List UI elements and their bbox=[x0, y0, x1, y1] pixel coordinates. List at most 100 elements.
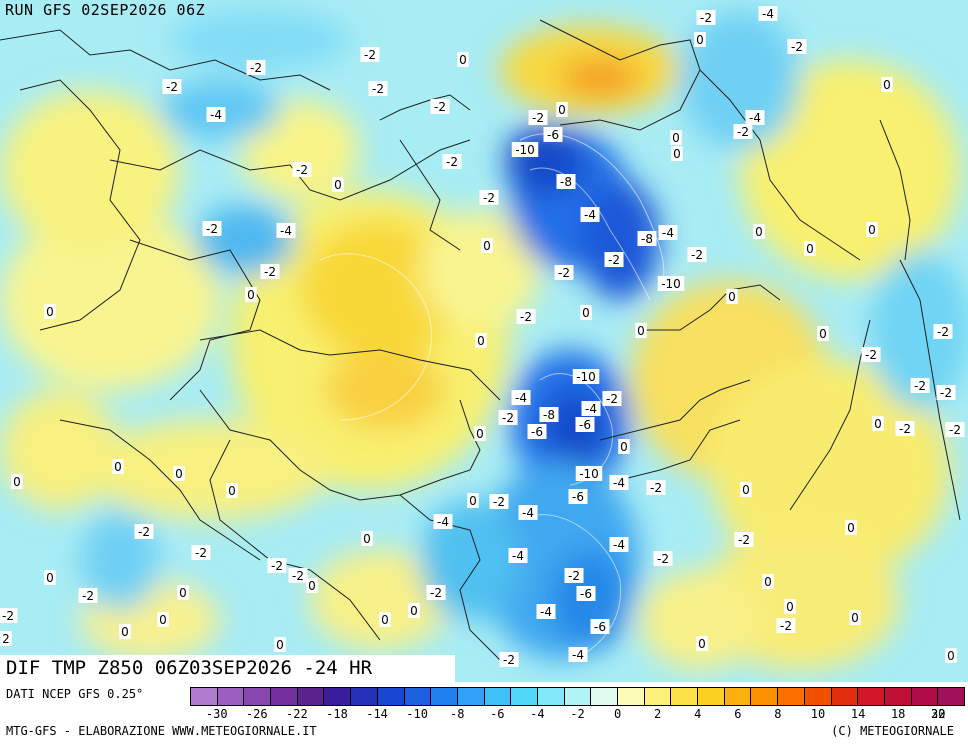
svg-text:-6: -6 bbox=[580, 587, 592, 601]
svg-text:0: 0 bbox=[114, 460, 122, 474]
legend-tick: -6 bbox=[490, 707, 505, 721]
map-svg: -2 -40 -2-2 0-2-2 -2 0-2 0-4 -2 -4-2-6 0-10 0-2-20… bbox=[0, 0, 968, 682]
contour-label: -2 bbox=[246, 60, 266, 75]
svg-text:-8: -8 bbox=[543, 408, 555, 422]
contour-label: 0 bbox=[44, 304, 56, 319]
svg-text:-2: -2 bbox=[206, 222, 218, 236]
svg-text:0: 0 bbox=[847, 521, 855, 535]
legend-tick: -14 bbox=[366, 707, 388, 721]
legend-swatch bbox=[271, 688, 298, 705]
svg-text:0: 0 bbox=[476, 427, 484, 441]
contour-label: 0 bbox=[817, 326, 829, 341]
legend-tick-labels: -30 -26 -22 -18 -14 -10 -8 -6 -4 -2 0 2 4 6 8 10 14 18 22 3… bbox=[190, 707, 965, 723]
legend-swatch bbox=[671, 688, 699, 705]
svg-text:-10: -10 bbox=[515, 143, 535, 157]
contour-label: 0 bbox=[670, 130, 682, 145]
svg-text:0: 0 bbox=[868, 223, 876, 237]
contour-label: 0 bbox=[845, 520, 857, 535]
contour-label: -2 bbox=[360, 47, 380, 62]
svg-text:0: 0 bbox=[698, 637, 706, 651]
contour-label: -6 bbox=[543, 127, 563, 142]
contour-label: 0 bbox=[618, 439, 630, 454]
contour-label: -2 bbox=[162, 79, 182, 94]
legend-swatch bbox=[884, 688, 912, 705]
contour-label: -2 bbox=[442, 154, 462, 169]
data-source-label: DATI NCEP GFS 0.25° bbox=[6, 687, 144, 701]
legend-tick: -8 bbox=[450, 707, 465, 721]
contour-label: 0 bbox=[408, 603, 420, 618]
svg-text:-2: -2 bbox=[737, 125, 749, 139]
contour-label: 0 bbox=[112, 459, 124, 474]
contour-label: 0 bbox=[274, 637, 286, 652]
svg-text:0: 0 bbox=[469, 494, 477, 508]
legend-swatch bbox=[404, 688, 432, 705]
svg-text:-2: -2 bbox=[446, 155, 458, 169]
legend-tick: -4 bbox=[530, 707, 545, 721]
contour-label: -2 bbox=[498, 410, 518, 425]
contour-label: -10 bbox=[657, 276, 685, 291]
legend-tick: 6 bbox=[734, 707, 742, 721]
svg-text:-8: -8 bbox=[560, 175, 572, 189]
contour-label: -4 bbox=[568, 647, 588, 662]
contour-label: -2 bbox=[564, 568, 584, 583]
svg-text:0: 0 bbox=[308, 579, 316, 593]
svg-text:-2: -2 bbox=[483, 191, 495, 205]
contour-label: -2 bbox=[696, 10, 716, 25]
svg-text:-4: -4 bbox=[613, 538, 625, 552]
legend-swatch bbox=[484, 688, 512, 705]
svg-text:-10: -10 bbox=[576, 370, 596, 384]
svg-text:-2: -2 bbox=[532, 111, 544, 125]
svg-text:-4: -4 bbox=[280, 224, 292, 238]
svg-text:-6: -6 bbox=[547, 128, 559, 142]
contour-label: 0 bbox=[872, 416, 884, 431]
svg-text:-2: -2 bbox=[195, 546, 207, 560]
contour-label: -2 bbox=[653, 551, 673, 566]
contour-label: -4 bbox=[433, 514, 453, 529]
contour-label: -2 bbox=[734, 532, 754, 547]
svg-text:-2: -2 bbox=[430, 586, 442, 600]
contour-label: -4 bbox=[581, 401, 601, 416]
legend-tick: -10 bbox=[406, 707, 428, 721]
svg-text:0: 0 bbox=[410, 604, 418, 618]
legend-tick: -26 bbox=[245, 707, 268, 721]
svg-text:-4: -4 bbox=[613, 476, 625, 490]
contour-label: -4 bbox=[206, 107, 226, 122]
svg-text:0: 0 bbox=[672, 131, 680, 145]
legend-tick: -30 bbox=[205, 707, 228, 721]
contour-label: 0 bbox=[332, 177, 344, 192]
svg-text:0: 0 bbox=[851, 611, 859, 625]
svg-text:-2: -2 bbox=[264, 265, 276, 279]
contour-label: 0 bbox=[481, 238, 493, 253]
svg-text:-2: -2 bbox=[166, 80, 178, 94]
contour-label: -2 bbox=[733, 124, 753, 139]
legend-swatch bbox=[698, 688, 725, 705]
legend-tick: 18 bbox=[890, 707, 906, 721]
svg-text:-10: -10 bbox=[661, 277, 681, 291]
svg-text:-2: -2 bbox=[914, 379, 926, 393]
credit-right: (C) METEOGIORNALE bbox=[831, 724, 954, 738]
svg-text:-4: -4 bbox=[512, 549, 524, 563]
svg-text:0: 0 bbox=[459, 53, 467, 67]
contour-label: -2 bbox=[895, 421, 915, 436]
contour-label: -2 bbox=[528, 110, 548, 125]
contour-label: 0 bbox=[177, 585, 189, 600]
contour-label: -10 bbox=[575, 466, 603, 481]
contour-label: -2 bbox=[368, 81, 388, 96]
contour-label: 2 bbox=[0, 631, 12, 646]
contour-label: 0 bbox=[306, 578, 318, 593]
legend-swatch bbox=[618, 688, 645, 705]
contour-label: -4 bbox=[518, 505, 538, 520]
svg-text:-2: -2 bbox=[434, 100, 446, 114]
contour-label: 0 bbox=[11, 474, 23, 489]
contour-label: -2 bbox=[516, 309, 536, 324]
contour-label: -2 bbox=[861, 347, 881, 362]
contour-label: -2 bbox=[288, 568, 308, 583]
contour-label: -6 bbox=[568, 489, 588, 504]
svg-text:0: 0 bbox=[620, 440, 628, 454]
contour-label: 0 bbox=[753, 224, 765, 239]
contour-label: -6 bbox=[527, 424, 547, 439]
svg-text:0: 0 bbox=[247, 288, 255, 302]
svg-text:0: 0 bbox=[276, 638, 284, 652]
svg-text:-2: -2 bbox=[949, 423, 961, 437]
svg-text:0: 0 bbox=[819, 327, 827, 341]
